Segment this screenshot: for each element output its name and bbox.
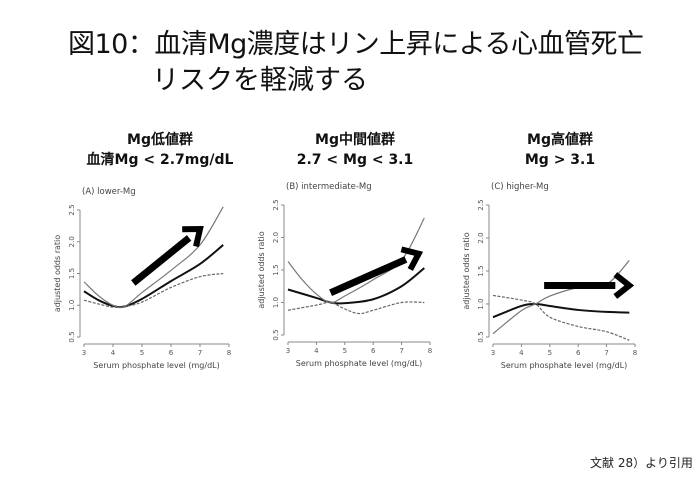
slide-title-line1: 図10：血清Mg濃度はリン上昇による心血管死亡: [68, 29, 644, 60]
trend-arrow-shaft: [329, 256, 408, 296]
x-tick-label: 3: [286, 347, 290, 355]
chart-title: (A) lower-Mg: [82, 187, 136, 197]
series-estimate: [492, 302, 630, 319]
x-tick-label: 4: [111, 349, 116, 357]
series-estimate: [287, 267, 425, 305]
y-tick-label: 2.0: [477, 232, 485, 243]
y-tick-label: 2.5: [477, 199, 485, 210]
x-tick-label: 7: [604, 349, 608, 357]
chart-panel-0: 3 4 5 6 7 8 0.5 1.0 1.5 2.0 2.5 (A) lower-Mg Serum p…: [53, 187, 231, 370]
chart-title: (B) intermediate-Mg: [286, 182, 372, 192]
y-tick-label: 0.5: [68, 331, 76, 342]
series-lower-ci: [83, 272, 224, 308]
y-tick-label: 1.5: [477, 265, 485, 276]
header-line1: Mg低値群: [127, 132, 193, 148]
header-line1: Mg高値群: [527, 132, 593, 148]
y-tick-label: 1.0: [272, 297, 280, 308]
x-axis-label: Serum phosphate level (mg/dL): [93, 361, 219, 370]
y-tick-label: 2.5: [68, 204, 76, 215]
series-lower-ci: [492, 294, 630, 341]
x-tick-label: 5: [548, 349, 552, 357]
y-axis-label: adjusted odds ratio: [53, 235, 62, 312]
series-upper-ci: [492, 260, 630, 335]
x-tick-label: 5: [343, 347, 347, 355]
header-line2: 2.7 < Mg < 3.1: [296, 152, 414, 168]
x-tick-label: 7: [399, 347, 403, 355]
x-tick-label: 6: [169, 349, 174, 357]
header-line1: Mg中間値群: [315, 132, 395, 148]
series-estimate: [83, 244, 224, 309]
x-tick-label: 3: [82, 349, 86, 357]
chart-panel-2: 3 4 5 6 7 8 0.5 1.0 1.5 2.0 2.5 (C) higher-Mg Serum …: [462, 182, 637, 370]
x-tick-label: 8: [428, 347, 432, 355]
series-lower-ci: [287, 301, 425, 315]
group-header-low: Mg低値群 血清Mg < 2.7mg/dL: [70, 130, 250, 170]
x-axis-label: Serum phosphate level (mg/dL): [296, 359, 422, 368]
trend-arrow-head: [182, 225, 204, 248]
y-tick-label: 1.5: [272, 264, 280, 275]
x-tick-label: 4: [519, 349, 524, 357]
y-tick-label: 1.0: [68, 300, 76, 311]
series-upper-ci: [83, 206, 224, 309]
header-line2: 血清Mg < 2.7mg/dL: [86, 152, 234, 168]
trend-arrow-head: [400, 246, 424, 271]
x-tick-label: 8: [633, 349, 637, 357]
chart-title: (C) higher-Mg: [491, 182, 549, 192]
x-tick-label: 6: [371, 347, 376, 355]
y-tick-label: 2.0: [272, 232, 280, 243]
x-tick-label: 7: [198, 349, 202, 357]
x-tick-label: 4: [314, 347, 319, 355]
y-tick-label: 1.5: [68, 268, 76, 279]
group-header-high: Mg高値群 Mg > 3.1: [480, 130, 640, 170]
citation: 文献 28）より引用: [590, 456, 693, 470]
x-tick-label: 8: [227, 349, 231, 357]
chart-panel-1: 3 4 5 6 7 8 0.5 1.0 1.5 2.0 2.5 (B) intermediate-Mg…: [257, 182, 432, 368]
group-header-mid: Mg中間値群 2.7 < Mg < 3.1: [275, 130, 435, 170]
trend-arrow-head: [613, 272, 635, 299]
slide-title-line2: リスクを軽減する: [152, 65, 368, 96]
y-axis-label: adjusted odds ratio: [462, 232, 471, 309]
x-tick-label: 3: [491, 349, 495, 357]
header-line2: Mg > 3.1: [524, 152, 596, 168]
y-tick-label: 2.0: [68, 236, 76, 247]
y-tick-label: 0.5: [272, 329, 280, 340]
y-tick-label: 1.0: [477, 298, 485, 309]
y-tick-label: 0.5: [477, 331, 485, 342]
x-tick-label: 6: [576, 349, 581, 357]
x-tick-label: 5: [140, 349, 144, 357]
y-axis-label: adjusted odds ratio: [257, 231, 266, 308]
y-tick-label: 2.5: [272, 199, 280, 210]
trend-arrow-shaft: [131, 235, 192, 286]
x-axis-label: Serum phosphate level (mg/dL): [501, 361, 627, 370]
